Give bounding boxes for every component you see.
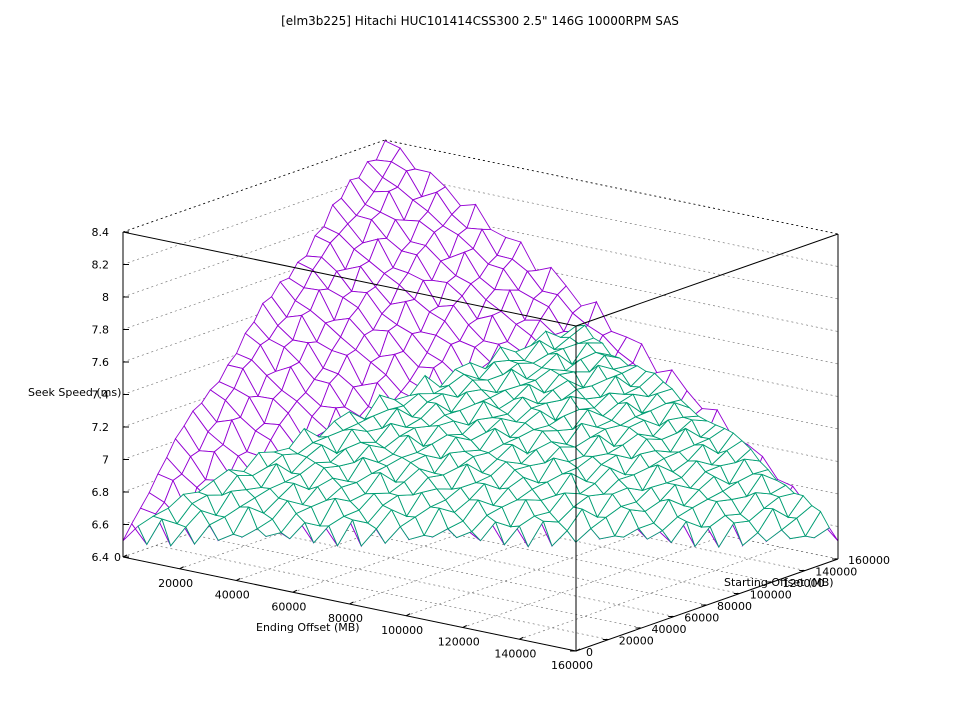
grid-line <box>155 545 609 640</box>
x-tick <box>462 625 467 628</box>
y-tick-label: 100000 <box>750 589 792 602</box>
grid-line <box>319 487 773 583</box>
tick-labels: 6.46.66.877.27.47.67.888.28.402000040000… <box>92 226 891 672</box>
surface-mesh <box>122 140 839 549</box>
y-tick-label: 80000 <box>717 600 752 613</box>
x-tick-label: 120000 <box>438 636 480 649</box>
z-tick-label: 7.6 <box>92 356 110 369</box>
z-tick-label: 7.8 <box>92 324 110 337</box>
x-tick <box>405 613 411 617</box>
y-tick-label: 0 <box>586 646 593 659</box>
x-tick <box>292 589 298 593</box>
x-tick-label: 0 <box>114 551 121 564</box>
grid-line <box>384 269 839 365</box>
z-axis-label: Seek Speed (ms) <box>28 386 121 399</box>
x-tick-label: 60000 <box>271 600 306 613</box>
x-axis-label: Ending Offset (MB) <box>256 621 360 634</box>
grid-line <box>519 546 782 640</box>
x-tick <box>575 648 581 652</box>
x-tick-label: 40000 <box>215 589 250 602</box>
x-tick-label: 80000 <box>328 612 363 625</box>
y-tick-label: 60000 <box>684 612 719 625</box>
z-tick-label: 8.2 <box>92 259 110 272</box>
y-tick-label: 120000 <box>783 577 825 590</box>
z-tick-label: 7 <box>102 454 109 467</box>
y-axis-label: Starting Offset (MB) <box>724 576 834 589</box>
grid-line <box>286 499 740 594</box>
grid-line <box>253 510 708 606</box>
grid-line <box>462 535 725 628</box>
z-tick-label: 8 <box>102 291 109 304</box>
box-edge <box>122 231 577 327</box>
chart-title: [elm3b225] Hitachi HUC101414CSS300 2.5" … <box>281 14 679 28</box>
x-tick <box>236 578 241 581</box>
z-tick-label: 7.2 <box>92 421 110 434</box>
x-tick <box>519 636 524 640</box>
box-edge <box>122 139 386 233</box>
y-tick-label: 160000 <box>848 554 890 567</box>
axes-box <box>122 139 839 652</box>
x-tick <box>122 554 128 558</box>
x-tick-label: 100000 <box>381 624 423 637</box>
x-tick-label: 160000 <box>551 659 593 672</box>
y-tick-label: 40000 <box>652 623 687 636</box>
z-tick-label: 6.6 <box>92 519 110 532</box>
box-edge <box>575 233 839 327</box>
grid-line <box>384 172 839 267</box>
grid-line <box>384 237 839 332</box>
x-tick <box>349 601 354 605</box>
z-tick-label: 7.4 <box>92 389 110 402</box>
y-tick-label: 140000 <box>815 566 857 579</box>
grid-line <box>188 533 642 629</box>
x-tick-label: 20000 <box>158 577 193 590</box>
grid-line <box>221 522 675 617</box>
x-tick <box>179 566 184 570</box>
box-edge <box>384 139 839 235</box>
grid-line <box>122 172 386 265</box>
x-tick-label: 140000 <box>494 647 536 660</box>
z-tick-label: 6.4 <box>92 551 110 564</box>
y-tick-label: 20000 <box>619 635 654 648</box>
z-tick-label: 6.8 <box>92 486 110 499</box>
grid-line <box>406 523 669 617</box>
surface-cell <box>559 324 587 338</box>
z-tick-label: 8.4 <box>92 226 110 239</box>
grid-line <box>384 204 839 300</box>
